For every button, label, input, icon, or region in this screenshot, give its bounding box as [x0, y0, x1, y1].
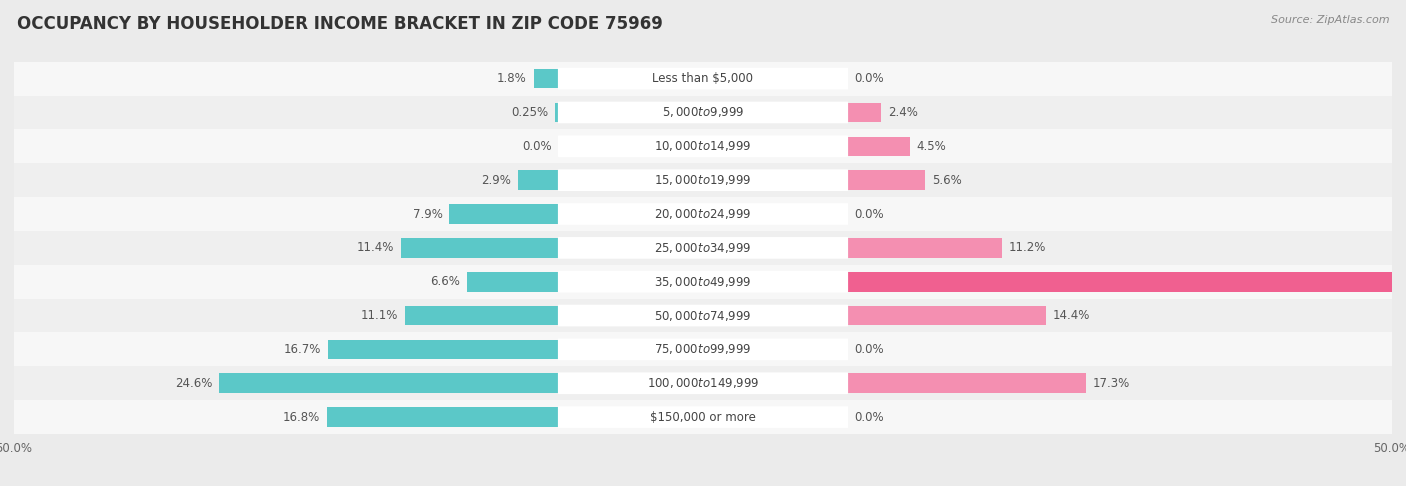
Bar [467, 272, 558, 292]
Bar [533, 69, 558, 88]
Bar [219, 373, 558, 393]
Text: 2.9%: 2.9% [482, 174, 512, 187]
Text: $20,000 to $24,999: $20,000 to $24,999 [654, 207, 752, 221]
Text: $25,000 to $34,999: $25,000 to $34,999 [654, 241, 752, 255]
Text: 11.4%: 11.4% [357, 242, 394, 254]
Bar [14, 163, 1392, 197]
Text: Source: ZipAtlas.com: Source: ZipAtlas.com [1271, 15, 1389, 25]
Bar [848, 373, 1085, 393]
Text: 0.0%: 0.0% [855, 208, 884, 221]
Bar [401, 238, 558, 258]
Text: 1.8%: 1.8% [496, 72, 527, 85]
Text: Less than $5,000: Less than $5,000 [652, 72, 754, 85]
Text: 2.4%: 2.4% [887, 106, 918, 119]
Text: 4.5%: 4.5% [917, 140, 946, 153]
Text: $50,000 to $74,999: $50,000 to $74,999 [654, 309, 752, 323]
Bar [555, 103, 558, 122]
Text: $15,000 to $19,999: $15,000 to $19,999 [654, 173, 752, 187]
Bar [14, 332, 1392, 366]
Bar [519, 171, 558, 190]
Bar [14, 62, 1392, 96]
Text: 6.6%: 6.6% [430, 275, 461, 288]
FancyBboxPatch shape [558, 271, 848, 293]
Text: 0.0%: 0.0% [855, 343, 884, 356]
Bar [14, 366, 1392, 400]
Text: OCCUPANCY BY HOUSEHOLDER INCOME BRACKET IN ZIP CODE 75969: OCCUPANCY BY HOUSEHOLDER INCOME BRACKET … [17, 15, 662, 33]
Text: 5.6%: 5.6% [932, 174, 962, 187]
Text: $5,000 to $9,999: $5,000 to $9,999 [662, 105, 744, 120]
Text: $150,000 or more: $150,000 or more [650, 411, 756, 424]
Bar [848, 238, 1002, 258]
Text: $10,000 to $14,999: $10,000 to $14,999 [654, 139, 752, 153]
FancyBboxPatch shape [558, 169, 848, 191]
Bar [14, 298, 1392, 332]
FancyBboxPatch shape [558, 203, 848, 225]
Text: 11.1%: 11.1% [361, 309, 398, 322]
Text: 0.0%: 0.0% [522, 140, 551, 153]
Bar [14, 265, 1392, 298]
Bar [848, 137, 910, 156]
Bar [848, 272, 1406, 292]
Bar [14, 129, 1392, 163]
FancyBboxPatch shape [558, 372, 848, 394]
Text: 11.2%: 11.2% [1010, 242, 1046, 254]
Bar [848, 306, 1046, 325]
Text: 7.9%: 7.9% [413, 208, 443, 221]
Text: 24.6%: 24.6% [176, 377, 212, 390]
Text: 0.0%: 0.0% [855, 72, 884, 85]
FancyBboxPatch shape [558, 102, 848, 123]
Text: 14.4%: 14.4% [1053, 309, 1091, 322]
Bar [14, 96, 1392, 129]
Bar [328, 340, 558, 359]
Bar [14, 231, 1392, 265]
Text: 16.7%: 16.7% [284, 343, 322, 356]
FancyBboxPatch shape [558, 237, 848, 259]
Text: $100,000 to $149,999: $100,000 to $149,999 [647, 376, 759, 390]
FancyBboxPatch shape [558, 136, 848, 157]
Text: $75,000 to $99,999: $75,000 to $99,999 [654, 343, 752, 356]
Bar [450, 204, 558, 224]
Text: 0.25%: 0.25% [510, 106, 548, 119]
Bar [405, 306, 558, 325]
FancyBboxPatch shape [558, 68, 848, 89]
Text: 16.8%: 16.8% [283, 411, 321, 424]
Text: $35,000 to $49,999: $35,000 to $49,999 [654, 275, 752, 289]
Bar [326, 407, 558, 427]
Text: 17.3%: 17.3% [1092, 377, 1130, 390]
Bar [14, 197, 1392, 231]
FancyBboxPatch shape [558, 339, 848, 360]
Bar [848, 103, 880, 122]
Text: 0.0%: 0.0% [855, 411, 884, 424]
FancyBboxPatch shape [558, 305, 848, 327]
Bar [848, 171, 925, 190]
Bar [14, 400, 1392, 434]
FancyBboxPatch shape [558, 406, 848, 428]
